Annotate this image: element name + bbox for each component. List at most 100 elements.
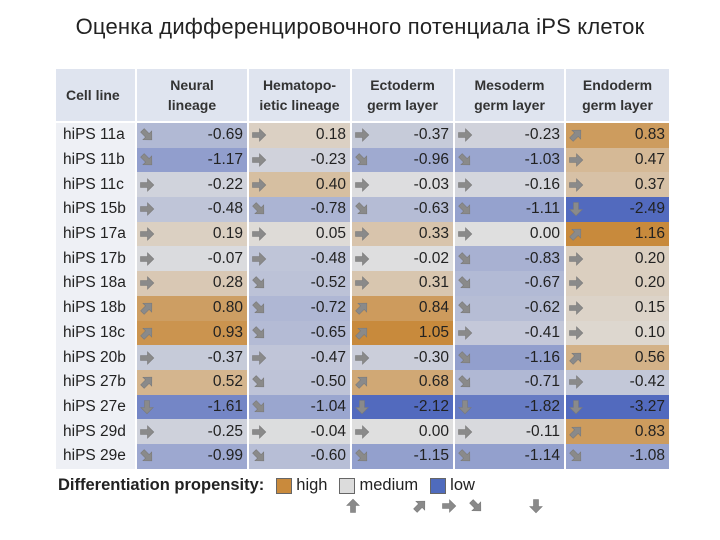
score-cell: -0.23 [247,147,351,173]
score-cell: 0.80 [135,295,248,321]
arrow-right-icon [251,177,267,193]
arrow-right-icon [139,226,155,242]
score-cell: 0.10 [564,320,669,346]
score-cell: 0.83 [564,122,669,148]
arrow-right-icon [354,275,370,291]
score-cell: -2.49 [564,197,669,222]
cell-line-name: hiPS 18a [56,271,136,296]
cell-line-name: hiPS 17a [56,221,136,247]
score-value: -0.52 [310,274,346,292]
table-row: hiPS 11c -0.22 0.40 -0.03 -0.16 0.37 [56,172,669,198]
arrow-up-right-icon [568,127,584,143]
column-header: Hematopo-ietic lineage [247,69,351,123]
score-value: -1.61 [207,397,243,415]
score-cell: 0.47 [564,147,669,173]
arrow-right-icon [139,201,155,217]
cell-line-name: hiPS 27b [56,369,136,395]
score-cell: -1.17 [135,147,248,173]
score-value: -3.27 [629,397,665,415]
arrow-down-right-icon [457,201,473,217]
score-cell: 0.31 [350,271,454,296]
arrow-right-icon [139,424,155,440]
table-row: hiPS 15b -0.48 -0.78 -0.63 -1.11 -2.49 [56,197,669,222]
score-cell: -0.23 [453,122,565,148]
score-cell: -0.52 [247,271,351,296]
score-value: -0.67 [524,274,560,292]
score-value: -0.47 [310,348,346,366]
score-cell: -0.67 [453,271,565,296]
arrow-down-right-icon [457,251,473,267]
arrow-down-right-icon [457,152,473,168]
arrow-down-right-icon [457,350,473,366]
score-value: 0.40 [315,175,346,193]
score-cell: 0.68 [350,369,454,395]
arrow-down-right-icon [354,152,370,168]
score-value: 0.52 [212,373,243,391]
score-value: 0.83 [634,126,665,144]
score-value: -0.42 [629,373,665,391]
score-value: -2.12 [413,397,449,415]
score-cell: -0.63 [350,197,454,222]
score-cell: -0.02 [350,246,454,272]
arrow-down-right-icon [457,448,473,464]
arrow-up-right-icon [354,374,370,390]
score-value: 0.10 [634,323,665,341]
arrow-right-icon [251,424,267,440]
arrow-right-icon [568,374,584,390]
score-value: -0.16 [524,175,560,193]
cell-line-name: hiPS 11c [56,172,136,198]
arrow-down-right-icon [468,498,484,519]
score-cell: -1.03 [453,147,565,173]
arrow-up-right-icon [568,424,584,440]
arrow-right-icon [457,226,473,242]
score-cell: -1.08 [564,443,669,469]
score-cell: -0.30 [350,345,454,370]
score-value: -0.48 [310,249,346,267]
arrow-down-right-icon [251,300,267,316]
score-cell: 0.37 [564,172,669,198]
score-cell: -0.50 [247,369,351,395]
score-value: 0.93 [212,323,243,341]
arrow-right-icon [568,152,584,168]
legend-label-high: high [296,476,328,494]
cell-line-scorecard-table: Cell line Neural lineage Hematopo-ietic l… [56,69,669,469]
score-cell: -1.04 [247,394,351,420]
score-value: -1.03 [524,151,560,169]
table-row: hiPS 17a 0.19 0.05 0.33 0.00 1.16 [56,221,669,247]
score-value: -0.30 [413,348,449,366]
score-cell: -0.03 [350,172,454,198]
score-cell: -0.71 [453,369,565,395]
score-cell: 0.28 [135,271,248,296]
score-cell: 0.40 [247,172,351,198]
score-value: 0.28 [212,274,243,292]
arrow-down-right-icon [251,275,267,291]
table-row: hiPS 18a 0.28 -0.52 0.31 -0.67 0.20 [56,271,669,296]
score-value: -0.62 [524,299,560,317]
table-row: hiPS 27e -1.61 -1.04 -2.12 -1.82 -3.27 [56,394,669,420]
score-cell: 0.19 [135,221,248,247]
column-header: Mesoderm germ layer [453,69,565,123]
arrow-down-right-icon [139,152,155,168]
legend-label-medium: medium [359,476,419,494]
score-value: -0.71 [524,373,560,391]
arrow-up-right-icon [568,226,584,242]
score-cell: -0.83 [453,246,565,272]
score-cell: 1.05 [350,320,454,346]
score-cell: 0.52 [135,369,248,395]
table-row: hiPS 20b -0.37 -0.47 -0.30 -1.16 0.56 [56,345,669,370]
arrow-down-right-icon [354,201,370,217]
score-value: -2.49 [629,200,665,218]
cell-line-name: hiPS 11a [56,122,136,148]
arrow-up-right-icon [139,300,155,316]
score-value: -0.07 [207,249,243,267]
arrow-up-icon [345,498,361,519]
score-value: 1.16 [634,225,665,243]
score-cell: 1.16 [564,221,669,247]
arrow-right-icon [568,300,584,316]
score-value: 0.20 [634,249,665,267]
score-value: 0.56 [634,348,665,366]
table-row: hiPS 27b 0.52 -0.50 0.68 -0.71 -0.42 [56,369,669,395]
table-row: hiPS 11a -0.69 0.18 -0.37 -0.23 0.83 [56,122,669,148]
score-value: 0.19 [212,225,243,243]
arrow-up-right-icon [139,374,155,390]
